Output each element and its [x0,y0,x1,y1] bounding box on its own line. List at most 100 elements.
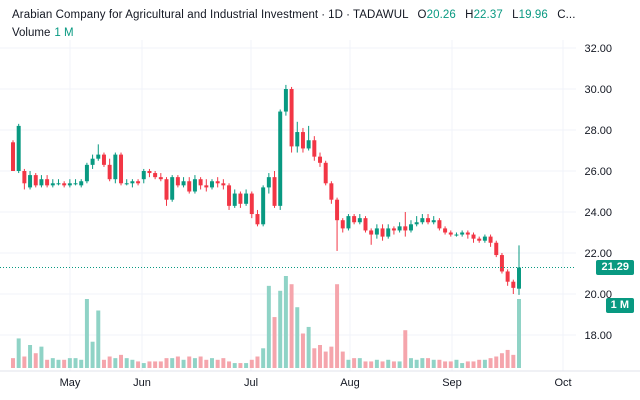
volume-bar [403,330,408,368]
candle-body [312,140,317,157]
volume-bar [90,341,95,368]
volume-bar [33,353,38,368]
x-tick-label: Sep [442,377,462,389]
volume-bar [517,299,521,368]
volume-bar [170,358,175,368]
candle-body [232,193,237,206]
volume-bar [471,361,476,368]
y-tick-label: 20.00 [584,289,612,301]
candle-body [477,238,482,241]
candle-body [505,271,510,282]
volume-bar [107,356,112,368]
symbol-title[interactable]: Arabian Company for Agricultural and Ind… [12,9,319,21]
volume-bar [232,363,237,368]
candle-body [113,154,118,180]
volume-label: Volume [12,27,51,39]
candle-body [221,183,226,186]
volume-bar [374,359,379,368]
candle-body [238,193,243,204]
volume-bar [306,326,311,368]
candle-body [90,158,95,165]
candle-body [414,222,419,225]
volume-bar [454,359,459,368]
close-value-truncated: ... [565,9,576,21]
x-tick-label: Jul [244,377,258,389]
volume-bar [386,359,391,368]
volume-bar [300,333,305,368]
volume-bar [147,361,152,368]
candle-body [306,140,311,149]
volume-bar [488,358,493,368]
volume-bar [482,359,487,368]
volume-bar [45,359,50,368]
volume-bar [335,284,340,368]
candle-body [300,132,305,149]
x-tick-label: May [60,377,81,389]
volume-bar [426,358,431,368]
volume-bar [238,363,243,368]
volume-bar [113,358,118,368]
open-label: O [417,9,427,21]
close-label: C [557,9,566,21]
y-tick-label: 28.00 [584,125,612,137]
high-label: H [465,9,474,21]
candle-body [420,218,425,223]
y-tick-label: 18.00 [584,330,612,342]
last-price-tag: 21.29 [596,259,634,275]
candle-body [119,154,124,184]
candle-body [517,267,521,289]
candle-body [443,228,448,233]
volume-bar [363,361,368,368]
price-candles [11,84,521,295]
y-tick-label: 30.00 [584,84,612,96]
volume-bar [397,361,402,368]
candle-body [244,193,249,204]
candle-body [255,214,260,225]
candle-body [107,164,112,180]
candle-body [50,183,55,186]
volume-bar [380,361,385,368]
time-axis[interactable]: May Jun Jul Aug Sep Oct [60,377,572,389]
volume-legend[interactable]: Volume 1 M [12,27,74,39]
candle-body [192,179,197,192]
y-tick-label: 22.00 [584,248,612,260]
volume-bar [408,358,413,368]
volume-bar [50,358,55,368]
candle-body [352,216,357,223]
volume-bar [67,358,72,368]
price-axis[interactable]: 32.00 30.00 28.00 26.00 24.00 22.00 20.00 18.00 [584,43,612,342]
volume-bar [357,358,362,368]
volume-bar [187,356,192,368]
candle-body [96,154,101,159]
candle-body [209,181,214,188]
candle-body [153,173,158,178]
y-tick-label: 24.00 [584,207,612,219]
low-label: L [512,9,519,21]
candle-body [369,230,374,235]
volume-bar [141,363,146,368]
candle-body [141,171,146,180]
y-tick-label: 32.00 [584,43,612,55]
candle-body [295,132,300,147]
volume-bar [312,348,317,368]
volume-bar [278,290,283,368]
candle-body [101,154,106,165]
candle-body [283,89,288,112]
x-tick-label: Oct [554,377,571,389]
volume-bar [221,358,226,368]
candle-body [494,242,499,256]
candle-body [511,281,516,288]
candle-body [380,228,385,237]
volume-bar [244,363,249,368]
interval[interactable]: 1D [328,9,344,21]
candle-body [335,199,340,221]
candle-body [215,181,220,184]
candle-body [465,232,470,235]
volume-value: 1 M [54,27,74,39]
candle-body [488,236,493,243]
volume-bar [289,284,294,368]
candle-body [79,181,84,186]
volume-bar [255,356,260,368]
volume-bar [414,359,419,368]
